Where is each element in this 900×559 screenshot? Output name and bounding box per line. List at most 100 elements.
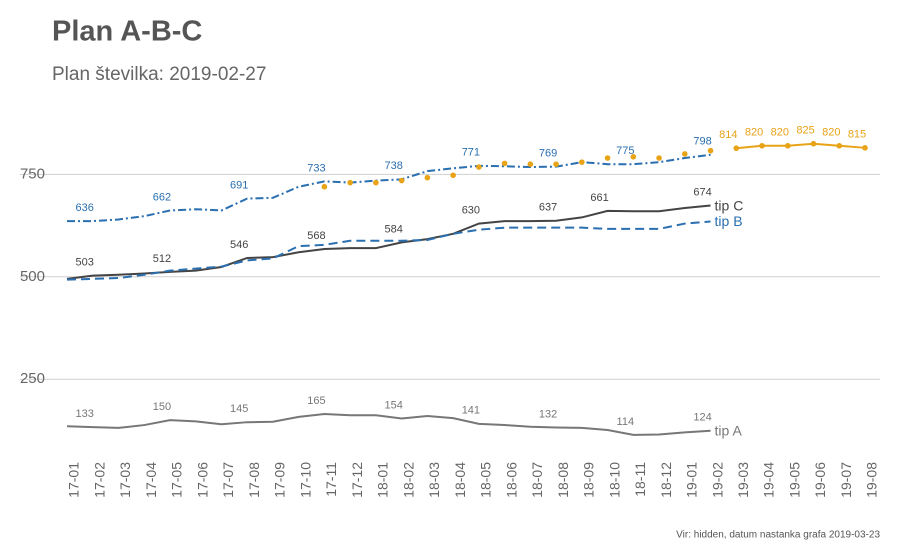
x-tick-label: 17-05 xyxy=(169,462,185,498)
point xyxy=(707,147,714,154)
value-label: 662 xyxy=(153,191,171,203)
value-label: 815 xyxy=(848,129,866,141)
point xyxy=(836,142,843,149)
value-label: 141 xyxy=(462,405,480,417)
y-tick-label: 750 xyxy=(20,165,45,182)
x-tick-label: 17-10 xyxy=(297,462,313,498)
x-tick-label: 19-07 xyxy=(838,462,854,498)
value-label: 150 xyxy=(153,401,171,413)
value-label: 814 xyxy=(719,129,737,141)
x-tick-label: 19-05 xyxy=(786,462,802,498)
x-tick-label: 18-03 xyxy=(426,462,442,498)
chart-title: Plan A-B-C xyxy=(52,16,202,48)
series-line xyxy=(736,142,866,150)
x-tick-label: 17-04 xyxy=(143,462,159,498)
y-tick-label: 500 xyxy=(20,268,45,285)
value-label: 568 xyxy=(307,230,325,242)
x-tick-label: 17-08 xyxy=(246,462,262,498)
x-tick-label: 18-08 xyxy=(555,462,571,498)
point xyxy=(321,183,328,190)
point xyxy=(733,145,740,152)
x-tick-label: 18-02 xyxy=(400,462,416,498)
x-tick-label: 17-07 xyxy=(220,462,236,498)
value-label: 630 xyxy=(462,204,480,216)
x-tick-label: 18-10 xyxy=(606,462,622,498)
x-tick-label: 19-01 xyxy=(684,462,700,498)
point xyxy=(784,142,791,149)
point xyxy=(373,179,379,186)
value-label: 503 xyxy=(76,256,94,268)
point xyxy=(759,142,765,149)
value-label: 738 xyxy=(384,160,402,172)
value-label: 798 xyxy=(693,136,711,148)
x-tick-label: 17-01 xyxy=(66,462,82,498)
x-tick-label: 17-06 xyxy=(194,462,210,498)
value-label: 661 xyxy=(590,192,608,204)
value-label: 114 xyxy=(617,416,635,428)
series-label: tip C xyxy=(715,197,744,213)
value-label: 820 xyxy=(745,127,763,139)
point xyxy=(630,154,637,160)
value-label: 825 xyxy=(796,125,814,137)
point xyxy=(656,155,662,161)
value-label: 132 xyxy=(539,408,557,420)
point xyxy=(682,151,688,157)
series-label: tip B xyxy=(715,213,743,229)
x-tick-label: 18-01 xyxy=(375,462,391,498)
value-label: 674 xyxy=(693,186,711,198)
point xyxy=(579,159,585,165)
x-tick-label: 17-02 xyxy=(91,462,107,498)
x-tick-label: 19-03 xyxy=(735,462,751,498)
value-label: 733 xyxy=(307,162,325,174)
caption: Vir: hidden, datum nastanka grafa 2019-0… xyxy=(676,530,880,541)
value-label: 820 xyxy=(771,127,789,139)
series-line xyxy=(67,153,711,223)
series-label: tip A xyxy=(715,422,743,438)
value-label: 771 xyxy=(462,147,480,159)
y-tick-label: 250 xyxy=(20,370,45,387)
x-tick-label: 19-02 xyxy=(709,462,725,498)
point xyxy=(553,161,559,167)
x-tick-label: 17-11 xyxy=(323,462,339,497)
x-tick-label: 19-08 xyxy=(864,462,880,498)
value-label: 637 xyxy=(539,202,557,214)
value-label: 124 xyxy=(693,412,711,424)
value-label: 691 xyxy=(230,179,248,191)
point xyxy=(476,164,482,170)
x-tick-label: 18-07 xyxy=(529,462,545,498)
value-label: 512 xyxy=(153,253,171,265)
value-label: 546 xyxy=(230,239,248,251)
x-tick-label: 17-12 xyxy=(349,462,365,498)
x-tick-label: 17-03 xyxy=(117,462,133,498)
point xyxy=(810,140,817,147)
x-tick-label: 18-06 xyxy=(503,462,519,498)
x-tick-label: 18-11 xyxy=(632,462,648,497)
point xyxy=(450,172,456,179)
x-tick-label: 18-09 xyxy=(581,462,597,498)
value-label: 145 xyxy=(230,403,248,415)
value-label: 820 xyxy=(822,127,840,139)
x-tick-label: 19-04 xyxy=(761,462,777,498)
x-tick-label: 18-04 xyxy=(452,462,468,498)
x-tick-label: 18-05 xyxy=(478,462,494,498)
series-line xyxy=(66,412,711,436)
value-label: 133 xyxy=(76,408,94,420)
value-label: 165 xyxy=(307,395,325,407)
point xyxy=(424,174,431,181)
value-label: 775 xyxy=(616,145,634,157)
value-label: 636 xyxy=(76,202,94,214)
series-line xyxy=(66,220,711,281)
x-tick-label: 17-09 xyxy=(272,462,288,498)
value-label: 584 xyxy=(384,223,402,235)
series-line xyxy=(66,204,711,280)
value-label: 154 xyxy=(384,399,402,411)
x-tick-label: 19-06 xyxy=(812,462,828,498)
chart-subtitle: Plan številka: 2019-02-27 xyxy=(52,64,266,85)
point xyxy=(347,179,353,186)
point xyxy=(862,145,868,151)
point xyxy=(527,161,534,167)
value-label: 769 xyxy=(539,148,557,160)
point xyxy=(604,155,611,161)
x-tick-label: 18-12 xyxy=(658,462,674,498)
